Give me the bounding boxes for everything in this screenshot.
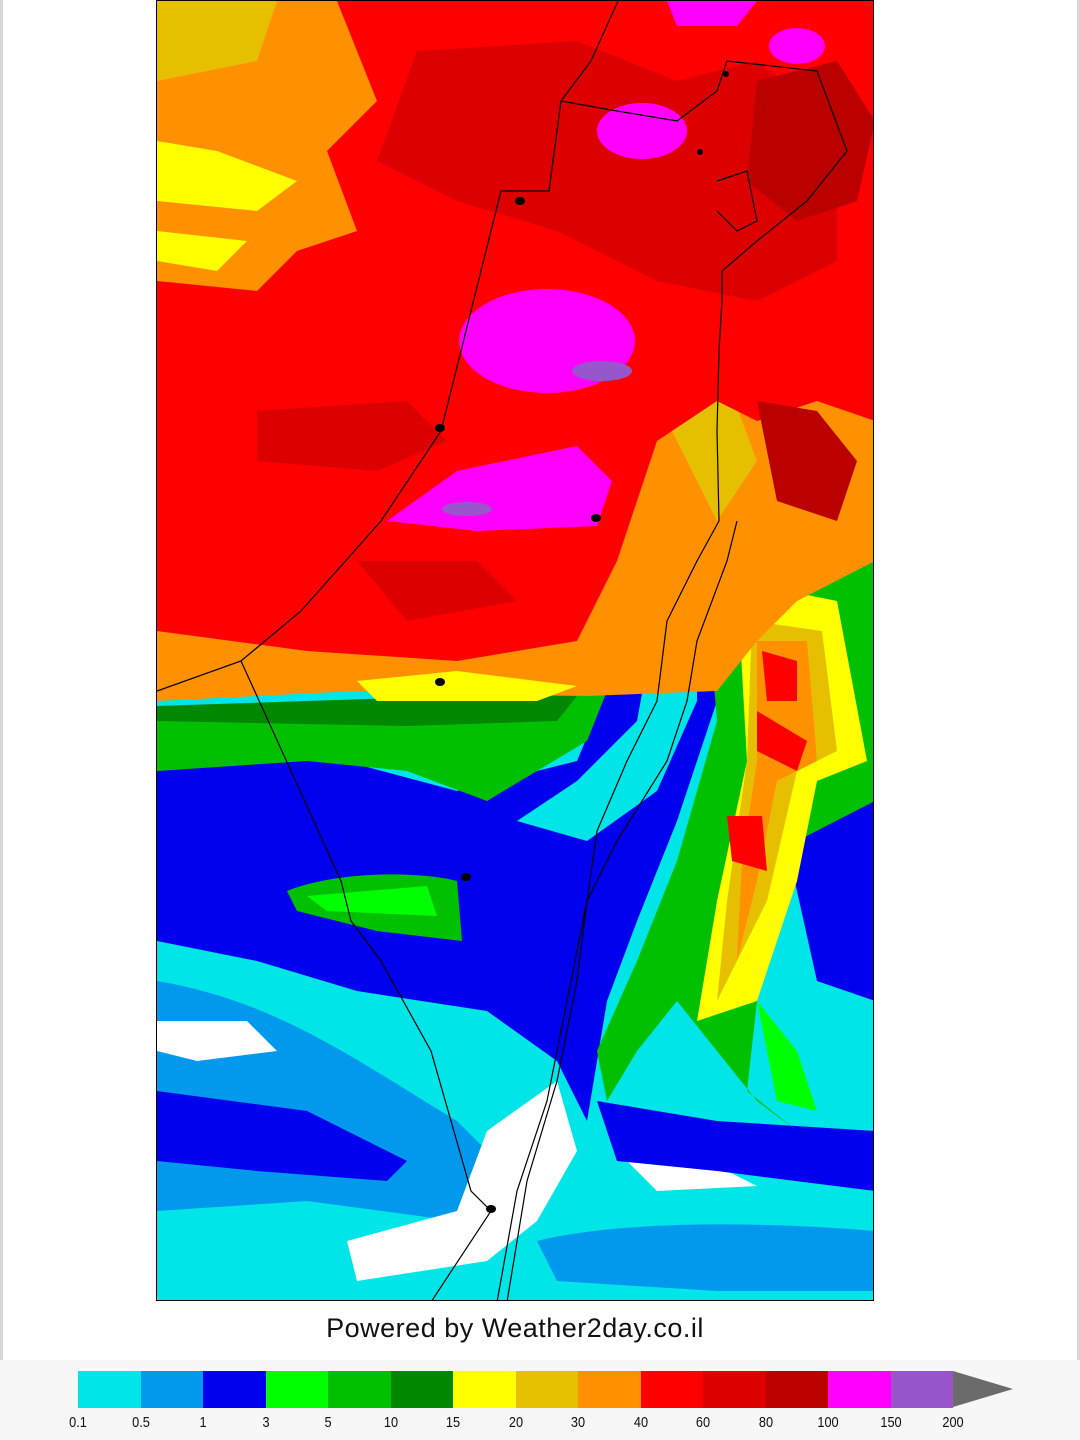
city-marker [591, 514, 601, 522]
frame-right [1077, 0, 1080, 1440]
precip-100-area [769, 28, 825, 64]
legend-color-box [828, 1371, 891, 1408]
precip-150-area [442, 502, 492, 516]
legend-color-box [390, 1371, 453, 1408]
legend-color-box [203, 1371, 266, 1408]
border-line [496, 520, 738, 1300]
legend-tick-label: 20 [508, 1414, 523, 1431]
legend-overflow-arrow [953, 1371, 1013, 1407]
precip-40-area [762, 651, 797, 701]
legend-color-box [328, 1371, 391, 1408]
precip-20-area [157, 1, 277, 81]
precip-100-area [597, 103, 687, 159]
legend-tick-label: 0.5 [131, 1414, 150, 1431]
city-marker [486, 1205, 496, 1213]
legend-color-box [765, 1371, 828, 1408]
legend-tick-label: 15 [445, 1414, 461, 1431]
legend-color-box [703, 1371, 766, 1408]
map-canvas [157, 1, 873, 1300]
precip-80-area [747, 61, 873, 221]
legend-tick-label: 200 [942, 1414, 964, 1431]
precip-5-area [157, 426, 757, 1101]
precip-40-area [757, 711, 807, 771]
precip-3-area [307, 886, 437, 916]
legend-color-box [640, 1371, 703, 1408]
legend-tick-label: 150 [879, 1414, 902, 1431]
coastline [157, 1, 619, 692]
precip-1-area [157, 1091, 407, 1181]
precip-150-area [572, 361, 632, 381]
precip-40-area [727, 816, 767, 871]
precip-0.5-area [537, 1224, 873, 1291]
legend-color-box [890, 1371, 953, 1408]
precip-40-area [157, 361, 257, 411]
legend-tick-label: 5 [324, 1414, 332, 1431]
legend-tick-label: 40 [633, 1414, 648, 1431]
legend-tick-label: 0.1 [69, 1414, 87, 1431]
legend-tick-label: 100 [817, 1414, 839, 1431]
no-precip-area [347, 1081, 577, 1281]
precip-1-area [597, 1101, 873, 1191]
precip-10-area [157, 696, 577, 726]
legend-tick-label: 3 [261, 1414, 270, 1431]
city-markers [435, 71, 729, 1213]
border-line [716, 170, 758, 232]
precip-60-area [257, 401, 447, 471]
legend-color-box [140, 1371, 203, 1408]
precip-100-area [667, 1, 757, 26]
legend-color-box [78, 1371, 141, 1408]
no-precip-area [157, 1021, 277, 1061]
legend-tick-label: 60 [695, 1414, 711, 1431]
precip-60-area [377, 41, 837, 301]
city-marker [515, 197, 525, 205]
precip-40-area [157, 501, 277, 551]
frame-left [0, 0, 3, 1440]
legend-tick-label: 10 [383, 1414, 398, 1431]
precip-15-area [157, 141, 297, 211]
city-marker [723, 71, 729, 77]
color-legend [78, 1371, 1013, 1408]
legend-color-box [515, 1371, 578, 1408]
city-marker [461, 873, 471, 881]
legend-color-box [578, 1371, 641, 1408]
precip-60-area [357, 561, 517, 621]
precipitation-map [156, 0, 874, 1301]
legend-tick-label: 80 [758, 1414, 773, 1431]
precip-1-area [157, 576, 717, 1121]
precip-3-area [757, 1001, 817, 1111]
precip-15-area [357, 671, 577, 701]
legend-color-box [265, 1371, 328, 1408]
legend-tick-label: 30 [570, 1414, 586, 1431]
no-precip-area [627, 1161, 757, 1191]
credit-text: Powered by Weather2day.co.il [326, 1313, 704, 1343]
precip-15-area [157, 231, 247, 271]
city-marker [697, 149, 703, 155]
border-line [506, 60, 848, 1300]
legend-color-box [453, 1371, 516, 1408]
precip-80-area [757, 401, 857, 521]
city-marker [435, 678, 445, 686]
city-marker [435, 424, 445, 432]
legend-tick-label: 1 [199, 1414, 207, 1431]
